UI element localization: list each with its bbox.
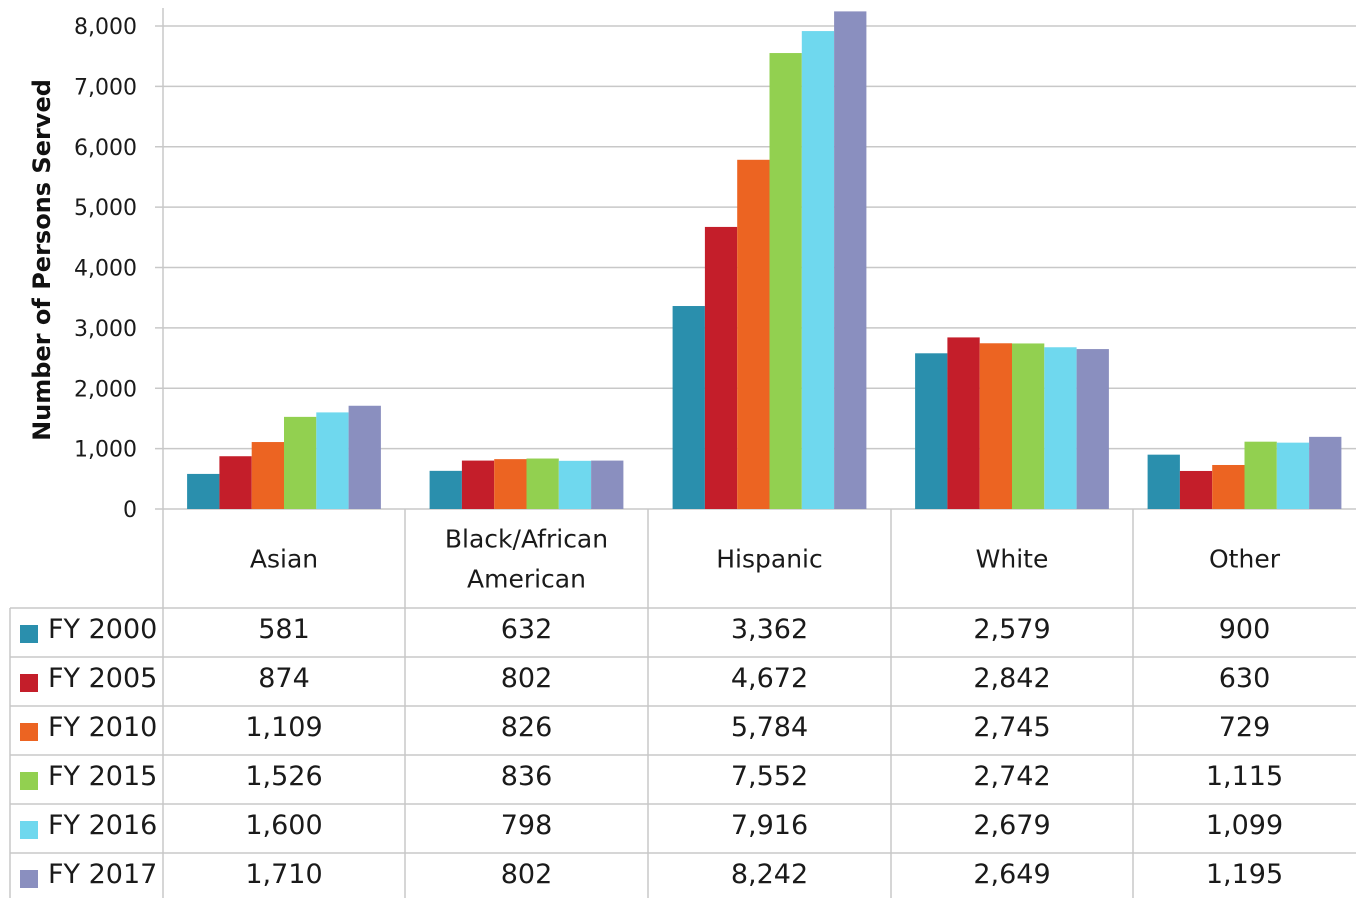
legend-series-name: FY 2010 xyxy=(48,712,157,743)
data-label: 2,679 xyxy=(973,810,1050,841)
data-label: 3,362 xyxy=(731,614,808,645)
y-tick-label: 0 xyxy=(123,498,137,523)
category-label: Black/African xyxy=(445,525,608,554)
bar xyxy=(947,337,980,509)
bar xyxy=(979,343,1012,509)
data-label: 630 xyxy=(1219,663,1271,694)
legend-series-name: FY 2000 xyxy=(48,614,157,645)
bar xyxy=(834,11,867,509)
data-label: 4,672 xyxy=(731,663,808,694)
bar xyxy=(737,159,770,509)
category-label: Asian xyxy=(250,545,318,574)
data-label: 2,745 xyxy=(973,712,1050,743)
bar xyxy=(1309,436,1342,509)
bar xyxy=(461,460,495,509)
y-tick-label: 4,000 xyxy=(74,257,137,282)
data-label: 1,099 xyxy=(1206,810,1283,841)
bar xyxy=(801,31,835,509)
data-label: 1,115 xyxy=(1206,761,1283,792)
bar xyxy=(251,442,284,509)
legend-series-name: FY 2016 xyxy=(48,810,157,841)
category-label: White xyxy=(976,545,1049,574)
data-label: 729 xyxy=(1219,712,1271,743)
bar xyxy=(187,473,220,509)
legend-series-name: FY 2015 xyxy=(48,761,157,792)
y-tick-label: 5,000 xyxy=(74,196,137,221)
data-label: 1,710 xyxy=(245,859,322,890)
category-label: Other xyxy=(1209,545,1281,574)
bar xyxy=(672,306,705,509)
bar xyxy=(1179,470,1213,509)
legend-swatch xyxy=(20,625,38,643)
bar xyxy=(316,412,349,509)
bar xyxy=(1244,441,1277,509)
data-label: 1,109 xyxy=(245,712,322,743)
category-label: Hispanic xyxy=(716,545,823,574)
bar xyxy=(591,460,624,509)
data-label: 2,742 xyxy=(973,761,1050,792)
data-label: 802 xyxy=(501,859,553,890)
data-label: 7,552 xyxy=(731,761,808,792)
data-label: 836 xyxy=(501,761,553,792)
bars xyxy=(187,11,1342,510)
legend-swatch xyxy=(20,870,38,888)
bar xyxy=(429,470,462,509)
bar xyxy=(1076,349,1109,509)
y-tick-label: 2,000 xyxy=(74,377,137,402)
y-tick-label: 6,000 xyxy=(74,136,137,161)
bar xyxy=(704,226,738,510)
bar xyxy=(1212,464,1245,509)
data-label: 8,242 xyxy=(731,859,808,890)
data-label: 2,842 xyxy=(973,663,1050,694)
bar xyxy=(1147,454,1180,509)
data-label: 798 xyxy=(501,810,553,841)
bar xyxy=(915,353,948,509)
y-tick-label: 3,000 xyxy=(74,317,137,342)
bar xyxy=(284,416,317,509)
legend-swatch xyxy=(20,723,38,741)
y-tick-label: 1,000 xyxy=(74,438,137,463)
data-label: 581 xyxy=(258,614,310,645)
category-label: American xyxy=(467,565,586,594)
y-tick-label: 7,000 xyxy=(74,75,137,100)
bar xyxy=(348,405,381,509)
bar xyxy=(526,458,559,509)
y-axis-title: Number of Persons Served xyxy=(28,79,56,441)
data-label: 632 xyxy=(501,614,553,645)
legend-swatch xyxy=(20,772,38,790)
data-label: 802 xyxy=(501,663,553,694)
legend-swatch xyxy=(20,821,38,839)
legend-swatch xyxy=(20,674,38,692)
y-axis: 0 1,000 2,000 3,000 4,000 5,000 6,000 7,000 8,00… xyxy=(74,8,164,523)
data-label: 2,649 xyxy=(973,859,1050,890)
data-label: 1,195 xyxy=(1206,859,1283,890)
data-label: 2,579 xyxy=(973,614,1050,645)
data-label: 5,784 xyxy=(731,712,808,743)
y-tick-label: 8,000 xyxy=(74,15,137,40)
bar xyxy=(219,456,252,509)
data-label: 1,526 xyxy=(245,761,322,792)
bar xyxy=(769,53,802,509)
bar xyxy=(1276,442,1310,509)
data-label: 900 xyxy=(1219,614,1271,645)
bar xyxy=(1044,347,1077,509)
data-label: 826 xyxy=(501,712,553,743)
data-table: Asian Black/African American Hispanic White O… xyxy=(9,509,1356,902)
bar xyxy=(558,460,592,509)
bar xyxy=(494,459,527,509)
legend-series-name: FY 2017 xyxy=(48,859,157,890)
data-label: 1,600 xyxy=(245,810,322,841)
data-label: 7,916 xyxy=(731,810,808,841)
bar xyxy=(1012,343,1045,509)
data-label: 874 xyxy=(258,663,310,694)
legend-series-name: FY 2005 xyxy=(48,663,157,694)
